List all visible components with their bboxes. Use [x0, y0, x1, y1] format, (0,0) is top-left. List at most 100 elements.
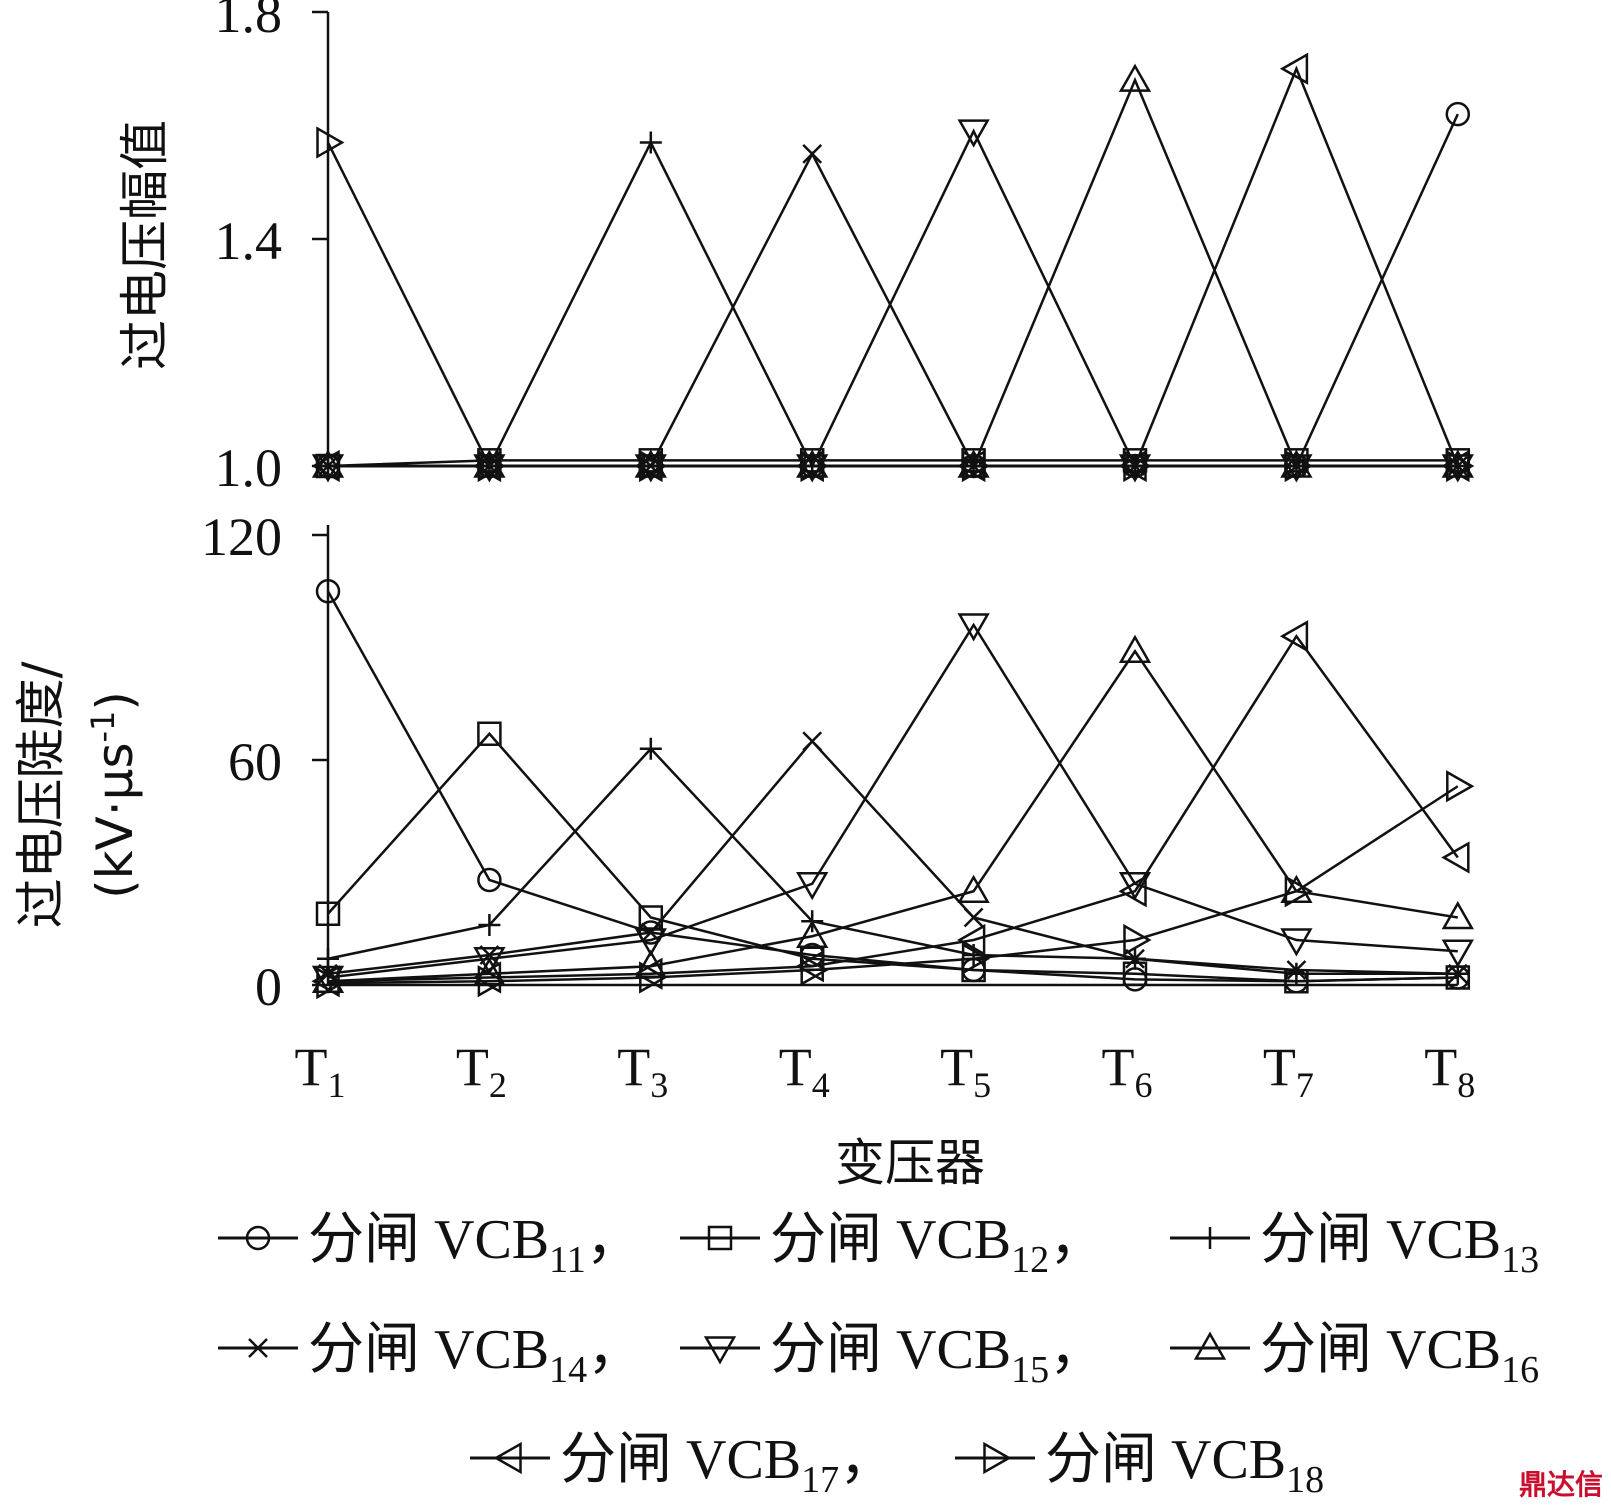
bottom-series-line	[327, 785, 1459, 985]
bottom-data-point	[1441, 841, 1470, 874]
bottom-data-point	[477, 867, 502, 893]
top-series-7	[311, 52, 1470, 483]
top-series-line	[328, 113, 1459, 468]
legend-label: 分闸 VCB18	[1045, 1429, 1324, 1501]
top-data-point	[1445, 101, 1471, 127]
top-data-point	[957, 449, 990, 478]
top-data-point	[800, 449, 829, 483]
legend-item: 分闸 VCB17，	[470, 1429, 895, 1501]
legend-item: 分闸 VCB15，	[680, 1319, 1105, 1391]
legend-item: 分闸 VCB13	[1170, 1209, 1539, 1281]
x-tick-label: T4	[779, 1037, 830, 1105]
legend-marker	[983, 1441, 1012, 1475]
bottom-y-axis-unit-sup: -1	[84, 711, 122, 743]
bottom-data-point	[796, 919, 829, 948]
bottom-y-tick-label: 60	[228, 732, 282, 792]
top-data-point	[1284, 449, 1313, 483]
legend-item: 分闸 VCB18	[955, 1429, 1324, 1501]
bottom-y-axis-title-line2: (kV·μs-1)	[84, 691, 144, 899]
top-data-point	[634, 454, 667, 483]
legend-marker	[248, 1338, 268, 1358]
legend-item: 分闸 VCB14，	[218, 1319, 643, 1391]
top-series-4	[318, 143, 1468, 476]
bottom-series-line	[327, 731, 1458, 983]
bottom-y-axis-title-line1: 过电压陡度/	[12, 661, 70, 928]
x-tick-label: T1	[295, 1037, 346, 1105]
top-data-point	[1441, 454, 1474, 483]
top-y-tick-label: 1.8	[215, 0, 283, 44]
x-tick-label: T5	[940, 1037, 991, 1105]
top-data-point	[473, 454, 506, 483]
top-series-1	[315, 101, 1471, 479]
top-data-point	[477, 449, 506, 483]
bottom-series-line	[327, 634, 1459, 983]
legend-item: 分闸 VCB12，	[680, 1209, 1105, 1281]
top-y-axis-title: 过电压幅值	[116, 120, 174, 370]
bottom-data-point	[473, 947, 506, 976]
top-series-3	[317, 131, 1469, 477]
bottom-data-point	[957, 923, 986, 957]
top-data-point	[796, 449, 829, 478]
legend-marker	[493, 1441, 522, 1475]
bottom-data-point	[1279, 620, 1309, 653]
axis-titles: 过电压幅值 过电压陡度/ (kV·μs-1) 变压器	[12, 120, 985, 1192]
x-tick-label: T7	[1263, 1037, 1314, 1105]
bottom-data-point	[639, 961, 668, 994]
legend-marker	[1193, 1331, 1227, 1360]
top-data-point	[1118, 63, 1152, 92]
bottom-data-point	[1441, 939, 1474, 968]
bottom-data-point	[963, 907, 984, 928]
top-data-point	[316, 126, 345, 159]
bottom-data-point	[634, 957, 663, 990]
top-data-point	[1280, 449, 1313, 478]
bottom-series-line	[327, 739, 1458, 975]
bottom-data-point	[472, 961, 502, 994]
top-series-8	[316, 126, 1475, 483]
bottom-series-7	[311, 620, 1470, 998]
bottom-data-point	[961, 942, 991, 975]
bottom-data-point	[478, 914, 501, 936]
legend-label: 分闸 VCB17，	[560, 1429, 895, 1501]
top-data-point	[957, 119, 990, 148]
bottom-series-line	[327, 746, 1458, 975]
top-data-point	[634, 449, 667, 478]
legend-label: 分闸 VCB14，	[308, 1319, 643, 1391]
legend: 分闸 VCB11， 分闸 VCB12， 分闸 VCB13 分闸 VCB14， 分闸 VC…	[218, 1209, 1539, 1501]
x-tick-label: T8	[1424, 1037, 1475, 1105]
bottom-data-point	[1441, 900, 1474, 930]
top-data-point	[961, 449, 991, 483]
legend-marker	[707, 1225, 733, 1251]
top-data-point	[1441, 449, 1470, 483]
legend-marker	[1199, 1227, 1221, 1249]
bottom-y-tick-label: 120	[201, 507, 282, 567]
top-data-point	[639, 131, 662, 154]
x-tick-label: T2	[456, 1037, 507, 1105]
top-y-tick-label: 1.0	[215, 438, 283, 498]
top-series-line	[328, 76, 1458, 468]
top-data-point	[1123, 449, 1152, 483]
bottom-data-point	[795, 950, 824, 983]
bottom-series-4	[318, 731, 1468, 984]
top-series-6	[311, 63, 1474, 478]
bottom-data-point	[477, 965, 506, 998]
bottom-series-line	[327, 622, 1458, 979]
bottom-data-point	[800, 953, 829, 987]
bottom-data-point	[1280, 874, 1313, 903]
top-series-5	[311, 119, 1474, 483]
bottom-data-point	[957, 874, 990, 903]
x-axis-title: 变压器	[835, 1134, 985, 1192]
bottom-data-point	[802, 731, 823, 752]
legend-label: 分闸 VCB13	[1260, 1209, 1539, 1281]
bottom-data-point	[639, 737, 662, 760]
bottom-data-point	[1446, 770, 1475, 803]
top-data-point	[802, 143, 823, 164]
legend-marker	[703, 1336, 737, 1365]
bottom-data-point	[315, 579, 341, 604]
top-y-tick-label: 1.4	[215, 211, 283, 271]
bottom-series-5	[311, 613, 1474, 995]
top-data-point	[1446, 449, 1475, 483]
bottom-data-point	[1280, 928, 1313, 957]
bottom-data-point	[1447, 963, 1468, 984]
legend-item: 分闸 VCB11，	[218, 1209, 642, 1281]
top-series-line	[326, 141, 1458, 468]
